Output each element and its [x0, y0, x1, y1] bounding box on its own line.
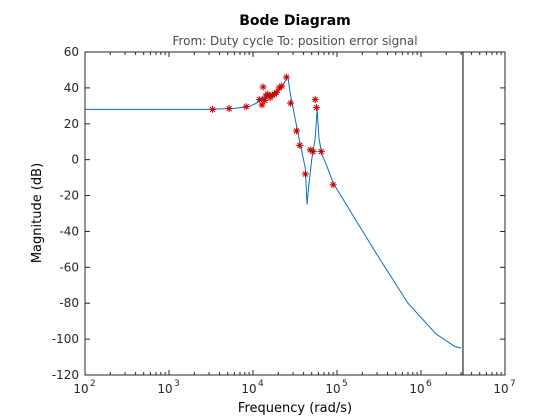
data-marker [311, 96, 319, 104]
y-axis-label: Magnitude (dB) [30, 163, 45, 263]
marker-stroke [302, 171, 309, 177]
x-tick-label: 10 [241, 382, 256, 396]
x-tick-exponent: 5 [342, 379, 348, 389]
data-marker [225, 105, 233, 113]
data-marker [264, 90, 272, 98]
data-marker [312, 104, 320, 112]
marker-stroke [312, 96, 318, 103]
data-marker [282, 73, 290, 81]
marker-stroke [313, 104, 320, 111]
y-tick-label: -60 [59, 260, 79, 274]
marker-stroke [256, 96, 263, 103]
x-tick-exponent: 6 [426, 379, 432, 389]
marker-stroke [259, 102, 265, 108]
marker-stroke [287, 100, 294, 106]
x-tick-label: 10 [409, 382, 424, 396]
y-tick-label: 0 [71, 153, 79, 167]
x-axis-ticks: 10 2 10 3 10 4 10 5 10 6 10 7 [73, 52, 516, 396]
data-marker [272, 88, 280, 96]
data-marker [278, 82, 286, 90]
data-marker [293, 127, 301, 135]
marker-stroke [293, 128, 300, 134]
x-tick-exponent: 4 [258, 379, 264, 389]
marker-stroke [261, 97, 268, 104]
y-tick-label: 60 [64, 45, 79, 59]
data-marker [296, 141, 304, 149]
marker-stroke [296, 142, 303, 149]
data-marker [317, 148, 325, 156]
data-marker [242, 103, 250, 111]
data-marker [259, 83, 267, 91]
marker-stroke [260, 84, 266, 90]
y-tick-label: -120 [52, 368, 79, 382]
marker-stroke [243, 103, 250, 110]
x-axis-label: Frequency (rad/s) [238, 401, 352, 416]
y-tick-label: 20 [64, 117, 79, 131]
data-marker [261, 96, 269, 104]
data-marker [256, 96, 264, 104]
marker-stroke [264, 91, 271, 97]
data-marker [287, 99, 295, 107]
data-marker [258, 101, 266, 109]
y-tick-label: 40 [64, 81, 79, 95]
y-axis-ticks: 60 40 20 0 -20 -40 -60 -80 -100 -120 [52, 45, 505, 382]
marker-stroke [283, 74, 290, 80]
x-tick-exponent: 2 [90, 379, 96, 389]
y-tick-label: -80 [59, 296, 79, 310]
data-marker [309, 148, 317, 156]
x-tick-label: 10 [73, 382, 88, 396]
plot-area[interactable] [84, 51, 506, 376]
y-tick-label: -20 [59, 189, 79, 203]
chart-title: Bode Diagram [239, 13, 351, 29]
x-tick-label: 10 [157, 382, 172, 396]
marker-stroke [318, 148, 325, 155]
x-tick-label: 10 [325, 382, 340, 396]
marker-stroke [307, 146, 314, 153]
marker-stroke [278, 83, 285, 89]
chart-subtitle: From: Duty cycle To: position error sign… [172, 34, 417, 48]
marker-stroke [330, 181, 336, 188]
x-tick-exponent: 3 [174, 379, 180, 389]
marker-stroke [273, 89, 280, 96]
data-marker [301, 170, 309, 178]
marker-stroke [209, 106, 216, 113]
x-tick-label: 10 [493, 382, 508, 396]
y-tick-label: -40 [59, 224, 79, 238]
data-marker [209, 105, 217, 113]
marker-stroke [310, 148, 316, 155]
series-layer [85, 73, 462, 349]
marker-stroke [226, 105, 232, 112]
y-tick-label: -100 [52, 332, 79, 346]
x-tick-exponent: 7 [510, 379, 516, 389]
data-marker [329, 181, 337, 189]
